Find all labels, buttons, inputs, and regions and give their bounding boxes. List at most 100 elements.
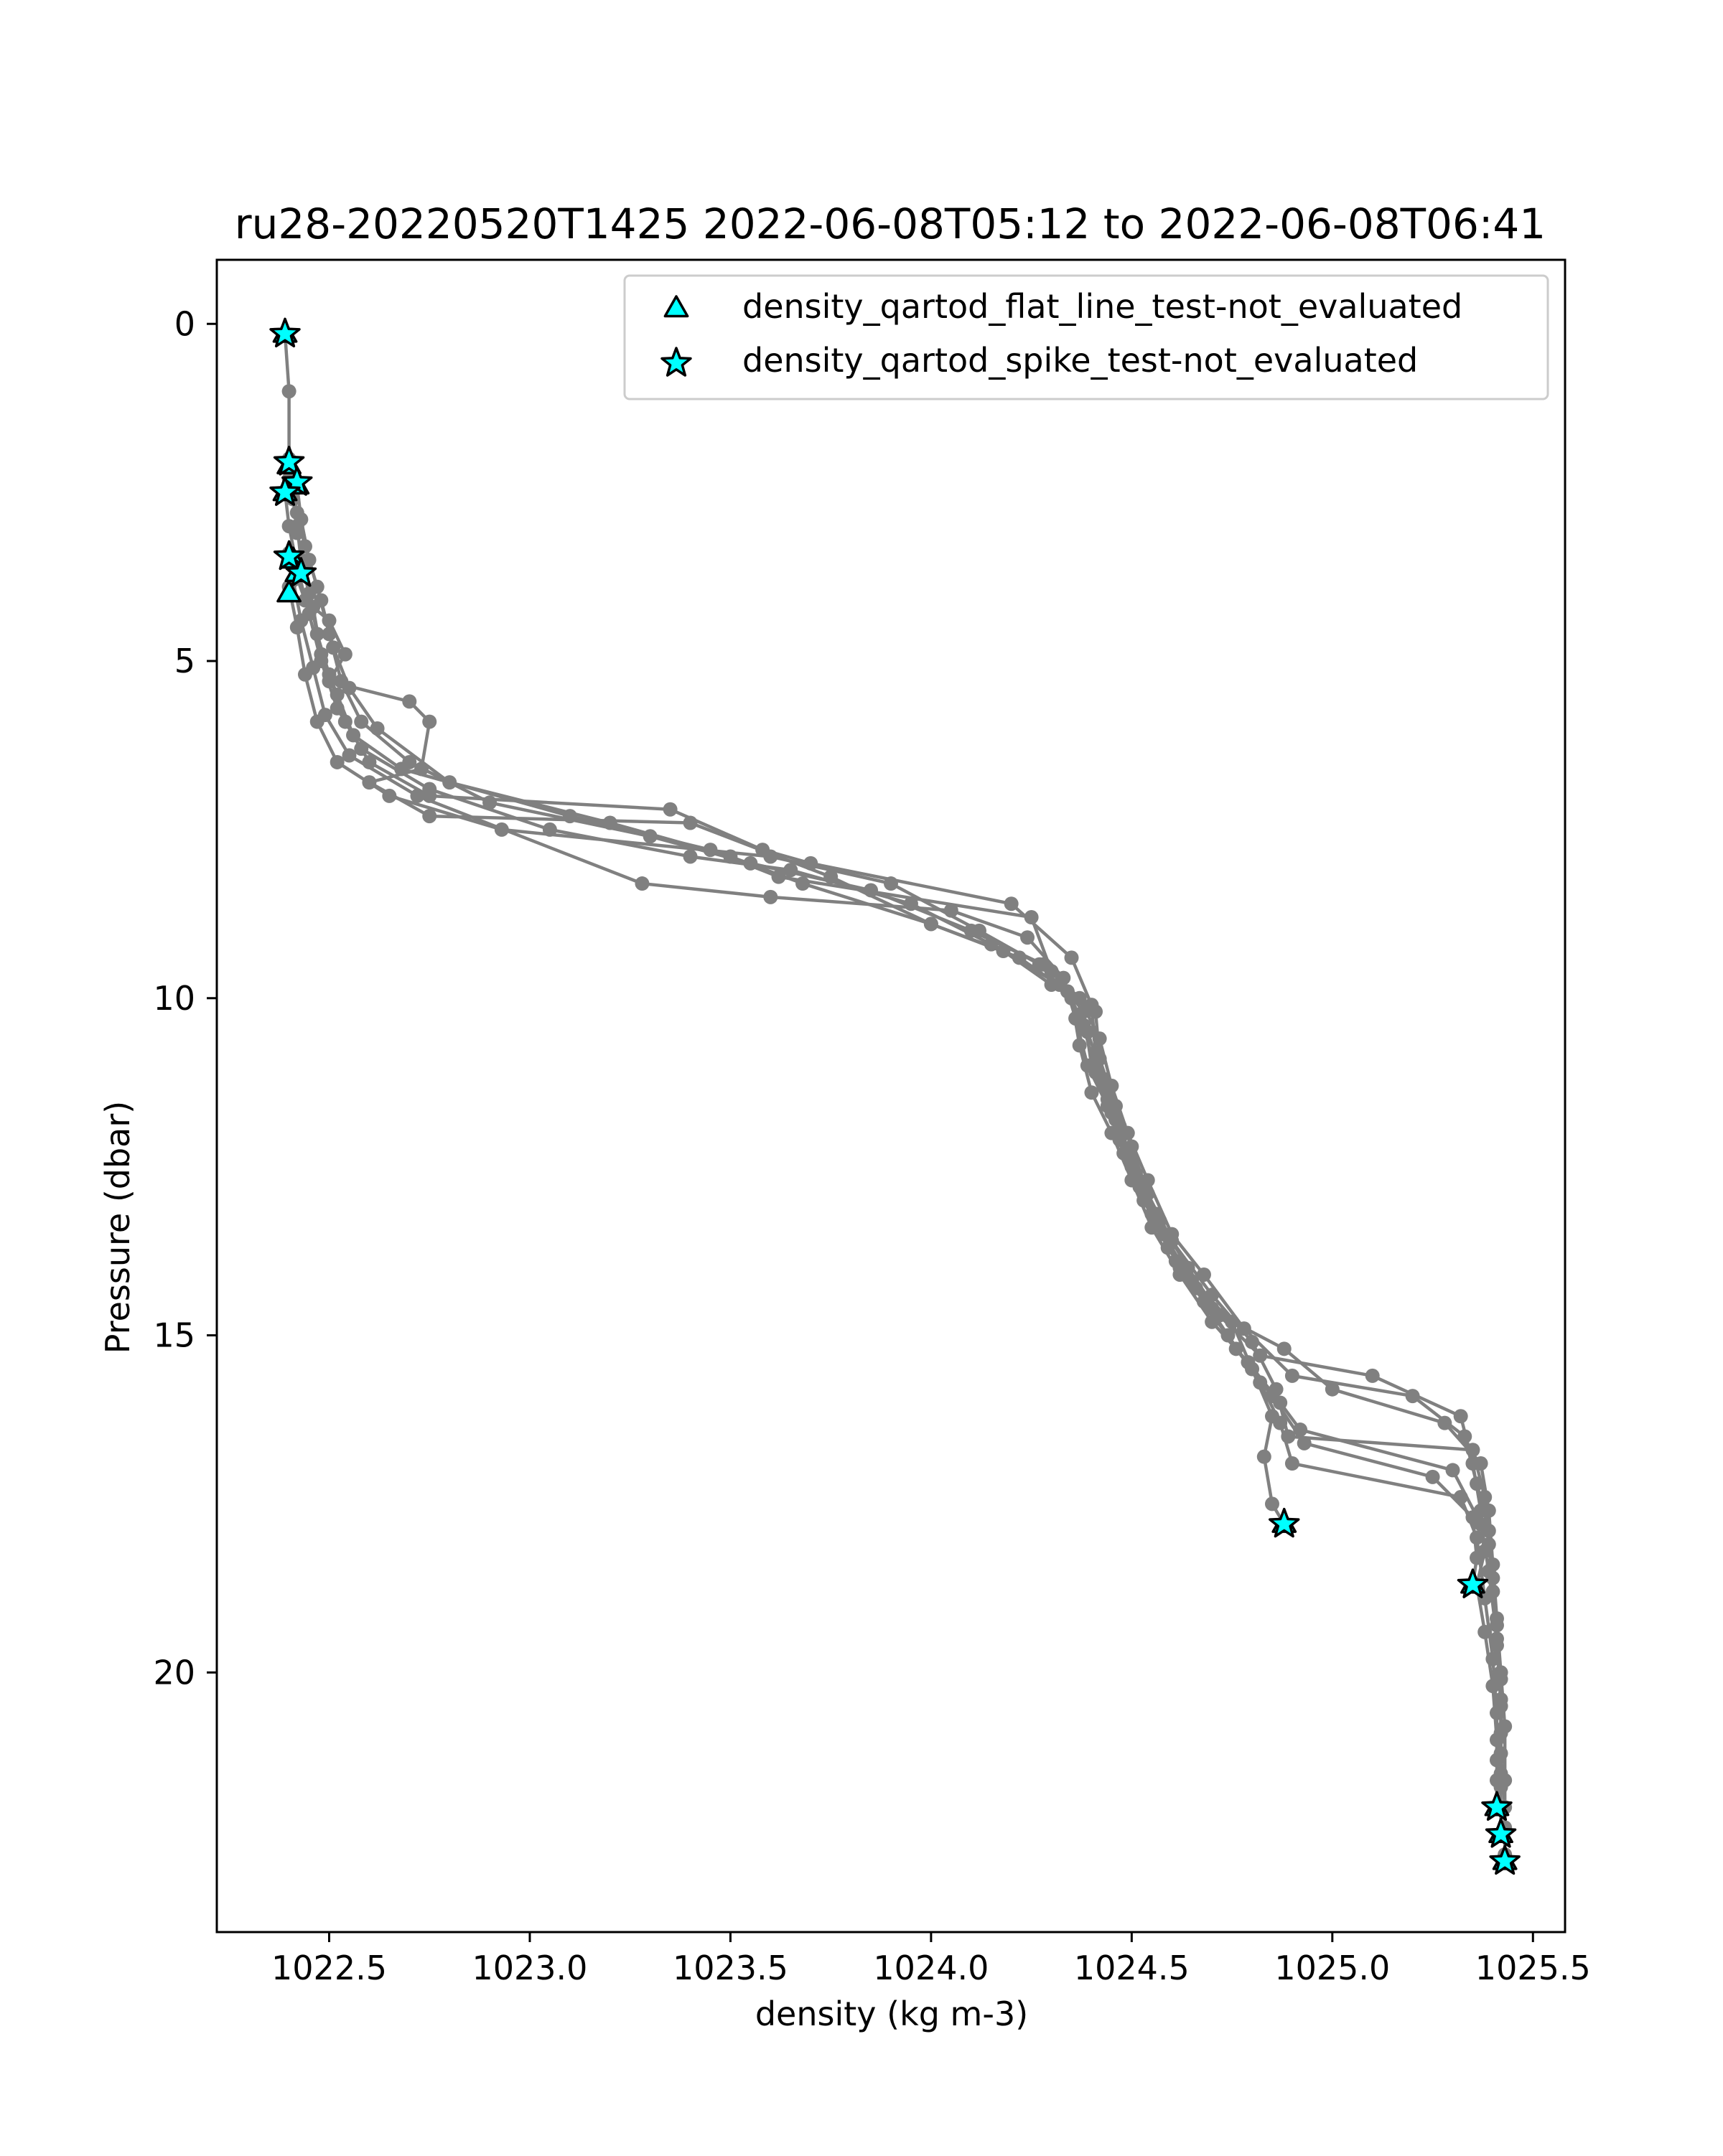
data-point	[330, 700, 345, 716]
x-tick-label: 1024.5	[1074, 1949, 1190, 1987]
data-point	[402, 754, 417, 769]
data-point	[494, 822, 509, 837]
data-point	[683, 849, 698, 864]
y-tick-group: 0 5 10 15 20	[153, 304, 217, 1692]
data-point	[1164, 1233, 1180, 1248]
data-point	[1084, 1085, 1099, 1100]
data-point	[482, 795, 498, 810]
data-point	[996, 944, 1011, 959]
data-point	[322, 674, 337, 689]
legend-box	[623, 274, 1549, 400]
x-tick-label: 1023.5	[673, 1949, 788, 1987]
x-tick-label: 1022.5	[271, 1949, 387, 1987]
data-point	[1256, 1449, 1271, 1464]
data-point	[1269, 1382, 1284, 1397]
spike-flag-marker	[1485, 1818, 1517, 1848]
data-point	[1024, 910, 1039, 925]
data-point	[884, 876, 898, 891]
data-point	[1056, 970, 1071, 985]
profile-series-8	[286, 559, 1513, 1869]
data-point	[1481, 1564, 1496, 1579]
data-point	[289, 620, 304, 635]
spike-flag-marker	[285, 557, 317, 587]
data-point	[795, 876, 811, 891]
data-point	[1485, 1584, 1500, 1599]
data-point	[410, 788, 425, 803]
profile-series-7	[281, 579, 1508, 1781]
legend-triangle-marker	[663, 295, 689, 318]
data-point	[1493, 1665, 1508, 1680]
x-tick-label: 1023.0	[472, 1949, 587, 1987]
flat-line-flag-marker	[276, 580, 302, 603]
data-point	[1465, 1443, 1480, 1458]
legend: density_qartod_flat_line_test-not_evalua…	[623, 274, 1549, 400]
data-point	[1140, 1186, 1155, 1201]
x-axis-label: density (kg m-3)	[755, 1995, 1028, 2033]
spike-flag-marker	[273, 446, 305, 476]
y-tick-label: 10	[153, 979, 195, 1018]
x-tick-label: 1025.0	[1274, 1949, 1390, 1987]
x-tick-group: 1022.5 1023.0 1023.5 1024.0 1024.5 1025.0 1025…	[271, 1932, 1591, 1987]
flag-marker-layer	[269, 317, 1521, 1875]
data-point	[1489, 1638, 1504, 1653]
data-point	[1172, 1267, 1187, 1282]
data-point	[1470, 1550, 1485, 1565]
profile-series-2	[281, 458, 1504, 1815]
legend-star-marker	[660, 347, 692, 377]
data-point	[302, 553, 317, 568]
data-point	[354, 714, 369, 729]
data-point	[683, 815, 698, 830]
data-point	[1072, 1038, 1087, 1053]
data-point	[354, 741, 369, 756]
data-point	[1453, 1409, 1468, 1424]
data-point	[1493, 1692, 1508, 1707]
legend-label-flat-line: density_qartod_flat_line_test-not_evalua…	[742, 287, 1462, 326]
data-point	[1284, 1456, 1299, 1471]
data-point	[1124, 1139, 1139, 1154]
data-point	[309, 714, 324, 729]
data-point	[1253, 1375, 1268, 1390]
plot-frame	[215, 258, 1566, 1934]
data-point	[294, 512, 309, 527]
y-tick-label: 5	[174, 642, 195, 680]
profile-series-4	[289, 478, 1513, 1862]
data-point	[1264, 1496, 1279, 1511]
data-point	[1220, 1328, 1236, 1343]
x-tick-label: 1024.0	[873, 1949, 989, 1987]
data-point	[1205, 1288, 1220, 1303]
data-point	[1437, 1415, 1452, 1430]
data-point	[1489, 1611, 1504, 1626]
data-point	[370, 721, 385, 736]
data-point	[823, 869, 839, 884]
profile-line	[287, 553, 1499, 1761]
data-point	[1108, 1099, 1123, 1114]
spike-flag-marker	[1481, 1791, 1513, 1821]
data-point	[1281, 1429, 1296, 1444]
data-point	[1088, 1004, 1103, 1019]
data-point	[1470, 1530, 1485, 1545]
data-point	[281, 519, 296, 534]
data-point	[663, 802, 678, 817]
spike-flag-marker	[1489, 1845, 1521, 1875]
data-point	[342, 748, 357, 763]
data-point	[1092, 1051, 1107, 1067]
profile-series-6	[281, 545, 1504, 1768]
profile-line	[287, 465, 1499, 1808]
profile-line	[283, 334, 1286, 1525]
data-point	[337, 647, 352, 662]
data-point	[414, 761, 429, 777]
data-point	[362, 775, 377, 790]
data-point	[314, 593, 329, 608]
data-point	[1445, 1463, 1460, 1478]
triangle-icon	[663, 295, 689, 318]
y-tick-label: 15	[153, 1316, 195, 1355]
data-point	[1365, 1368, 1380, 1383]
data-point	[1004, 896, 1019, 911]
data-point	[635, 876, 650, 891]
data-point	[1481, 1503, 1496, 1518]
profile-line	[295, 485, 1507, 1855]
profile-line	[287, 478, 1503, 1834]
data-point	[330, 754, 345, 769]
data-point	[1481, 1537, 1496, 1552]
